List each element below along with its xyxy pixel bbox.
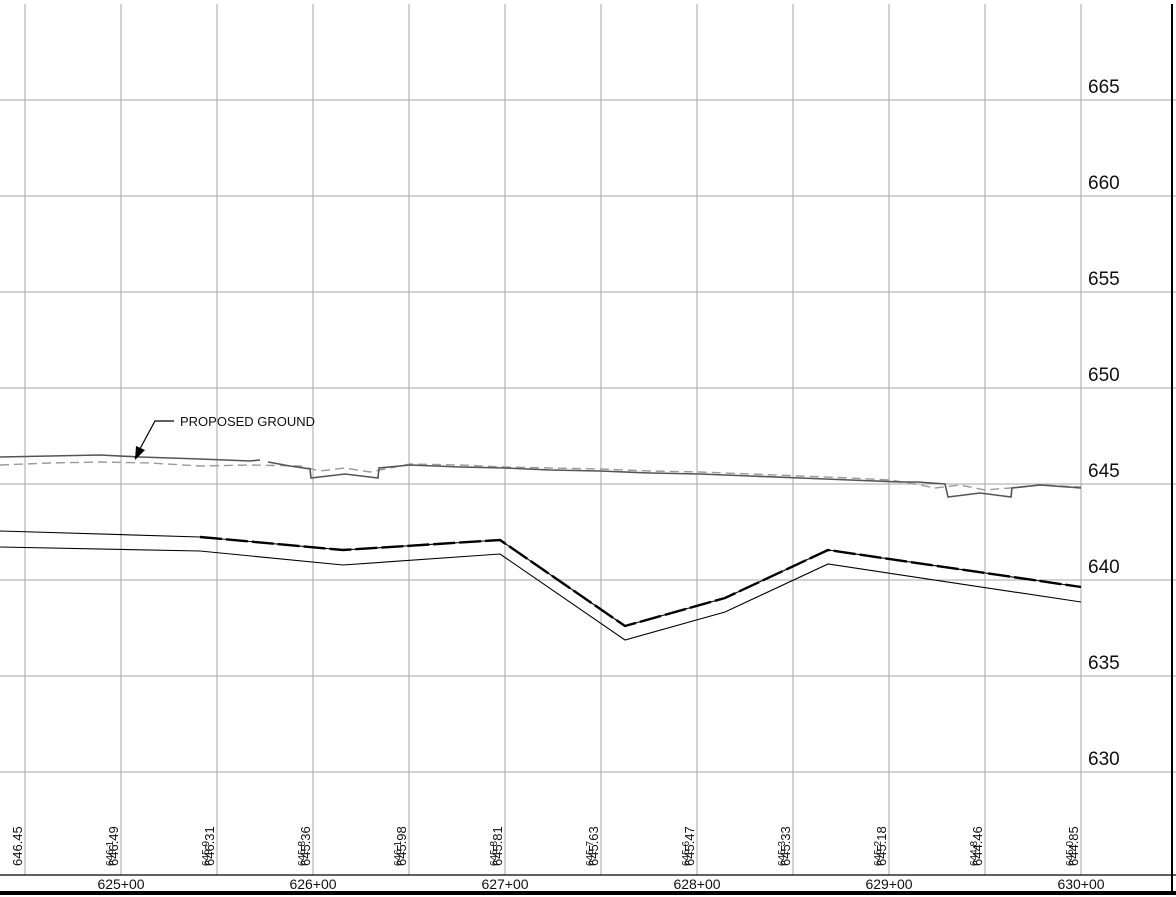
proposed-elevation-value: 645.18 (874, 826, 889, 866)
proposed-elevation-value: 645.33 (778, 826, 793, 866)
elevation-label: 635 (1088, 653, 1120, 674)
existing-ground-line (0, 461, 1082, 491)
pipe-centerline-dashed (199, 535, 1082, 628)
existing-elevation-value: 646.1 (105, 841, 116, 866)
station-elevation-values: 646.45 646.49 646.31 645.36 645.98 645.81 645.… (10, 826, 1081, 866)
elevation-labels: 665 660 655 650 645 640 635 630 (1088, 77, 1120, 770)
existing-elevation-value: 645.9 (201, 841, 212, 866)
existing-elevation-value: 645.2 (873, 841, 884, 866)
station-label: 630+00 (1057, 876, 1104, 892)
proposed-elevation-value: 646.45 (10, 826, 25, 866)
pipe-crown-line (0, 530, 1082, 627)
proposed-elevation-value: 646.31 (202, 826, 217, 866)
proposed-elevation-value: 645.81 (490, 826, 505, 866)
existing-elevation-value: 646.1 (393, 841, 404, 866)
station-label: 628+00 (673, 876, 720, 892)
existing-elevation-value: 645.8 (297, 841, 308, 866)
proposed-elevation-value: 644.85 (1066, 826, 1081, 866)
station-label: 626+00 (289, 876, 336, 892)
station-label: 625+00 (97, 876, 144, 892)
existing-elevation-value: 645.6 (681, 841, 692, 866)
proposed-elevation-value: 645.47 (682, 826, 697, 866)
elevation-label: 655 (1088, 269, 1120, 290)
proposed-elevation-value: 644.46 (970, 826, 985, 866)
elevation-label: 650 (1088, 365, 1120, 386)
callout-label: PROPOSED GROUND (180, 414, 315, 429)
elevation-label: 640 (1088, 557, 1120, 578)
existing-elevation-value: 644.8 (969, 841, 980, 866)
proposed-ground-callout: PROPOSED GROUND (134, 414, 315, 460)
proposed-elevation-value: 645.36 (298, 826, 313, 866)
proposed-ground-line (0, 454, 261, 462)
pipe-profiles (0, 530, 1082, 641)
existing-elevation-value: 645.7 (585, 841, 596, 866)
station-label: 629+00 (865, 876, 912, 892)
elevation-label: 665 (1088, 77, 1120, 98)
ground-profiles (0, 454, 1082, 498)
grid (0, 4, 1176, 895)
elevation-label: 645 (1088, 461, 1120, 482)
station-label: 627+00 (481, 876, 528, 892)
elevation-label: 660 (1088, 173, 1120, 194)
proposed-elevation-value: 645.63 (586, 826, 601, 866)
station-labels: 625+00 626+00 627+00 628+00 629+00 630+00 (97, 876, 1104, 892)
proposed-elevation-value: 645.98 (394, 826, 409, 866)
proposed-elevation-value: 646.49 (106, 826, 121, 866)
callout-arrowhead (135, 446, 145, 460)
existing-elevation-value: 645.0 (1065, 841, 1076, 866)
existing-elevation-value: 645.3 (777, 841, 788, 866)
proposed-ground-line (267, 461, 1082, 498)
existing-elevation-value: 645.8 (489, 841, 500, 866)
elevation-label: 630 (1088, 749, 1120, 770)
pipe-invert-line (0, 546, 1082, 641)
callout-leader (134, 420, 174, 459)
